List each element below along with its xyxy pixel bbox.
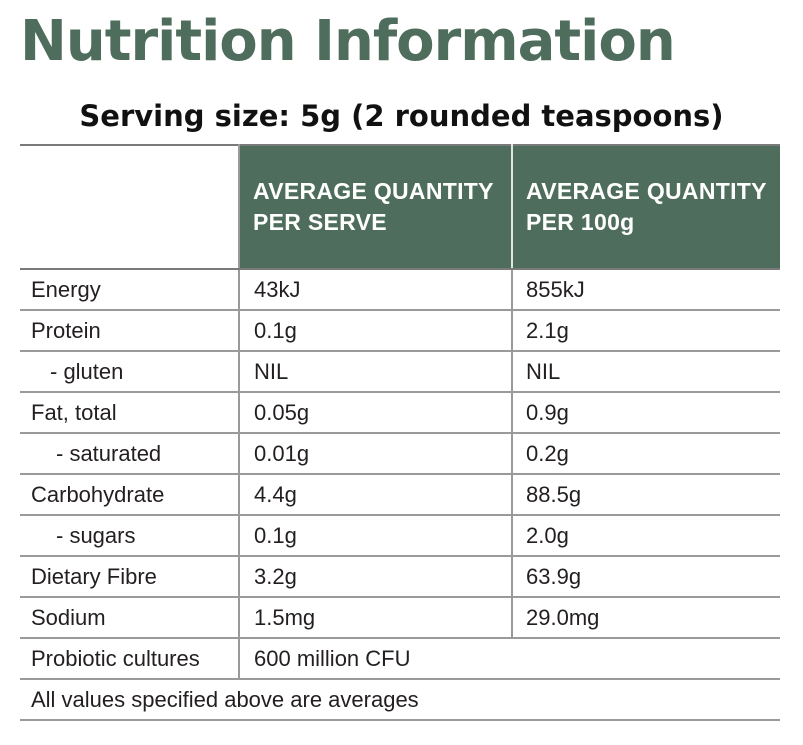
table-row: - sugars 0.1g 2.0g [20,515,780,557]
per-serve-value: 4.4g [239,474,513,516]
per-serve-value: 0.1g [239,310,513,352]
header-blank-cell [20,144,240,270]
per-100g-value: 0.9g [512,392,780,434]
per-100g-value: 29.0mg [512,597,780,639]
header-per-serve-line-2: PER SERVE [253,209,387,235]
per-100g-value: 855kJ [512,269,780,311]
per-100g-value: 88.5g [512,474,780,516]
table-row: - saturated 0.01g 0.2g [20,433,780,475]
nutrition-table: AVERAGE QUANTITY PER SERVE AVERAGE QUANT… [20,144,780,721]
table-row: Carbohydrate 4.4g 88.5g [20,474,780,516]
table-row: Protein 0.1g 2.1g [20,310,780,352]
per-serve-value: 0.01g [239,433,513,475]
nutrient-label: Protein [20,310,240,352]
table-header-row: AVERAGE QUANTITY PER SERVE AVERAGE QUANT… [20,144,780,270]
probiotic-label: Probiotic cultures [20,638,240,680]
table-row: Energy 43kJ 855kJ [20,269,780,311]
per-100g-value: 2.0g [512,515,780,557]
per-100g-value: 63.9g [512,556,780,598]
footnote-row: All values specified above are averages [20,679,780,721]
header-per-100g: AVERAGE QUANTITY PER 100g [512,144,780,270]
nutrient-label: Carbohydrate [20,474,240,516]
table-row: Sodium 1.5mg 29.0mg [20,597,780,639]
header-per-serve: AVERAGE QUANTITY PER SERVE [239,144,513,270]
per-serve-value: NIL [239,351,513,393]
per-serve-value: 0.05g [239,392,513,434]
per-serve-value: 0.1g [239,515,513,557]
nutrient-label: - saturated [20,433,240,475]
per-100g-value: 2.1g [512,310,780,352]
probiotic-value: 600 million CFU [239,638,780,680]
table-row: Dietary Fibre 3.2g 63.9g [20,556,780,598]
nutrient-label: Fat, total [20,392,240,434]
per-serve-value: 3.2g [239,556,513,598]
nutrient-label: - gluten [20,351,240,393]
probiotic-row: Probiotic cultures 600 million CFU [20,638,780,680]
table-row: Fat, total 0.05g 0.9g [20,392,780,434]
per-100g-value: NIL [512,351,780,393]
header-per-100g-line-2: PER 100g [526,209,635,235]
nutrient-label: Energy [20,269,240,311]
nutrient-label: - sugars [20,515,240,557]
serving-size: Serving size: 5g (2 rounded teaspoons) [79,99,724,133]
footnote-text: All values specified above are averages [20,679,780,721]
header-per-100g-line-1: AVERAGE QUANTITY [526,178,767,204]
header-per-serve-line-1: AVERAGE QUANTITY [253,178,494,204]
nutrient-label: Sodium [20,597,240,639]
page-title: Nutrition Information [20,9,676,74]
table-row: - gluten NIL NIL [20,351,780,393]
per-serve-value: 43kJ [239,269,513,311]
per-serve-value: 1.5mg [239,597,513,639]
nutrient-label: Dietary Fibre [20,556,240,598]
per-100g-value: 0.2g [512,433,780,475]
